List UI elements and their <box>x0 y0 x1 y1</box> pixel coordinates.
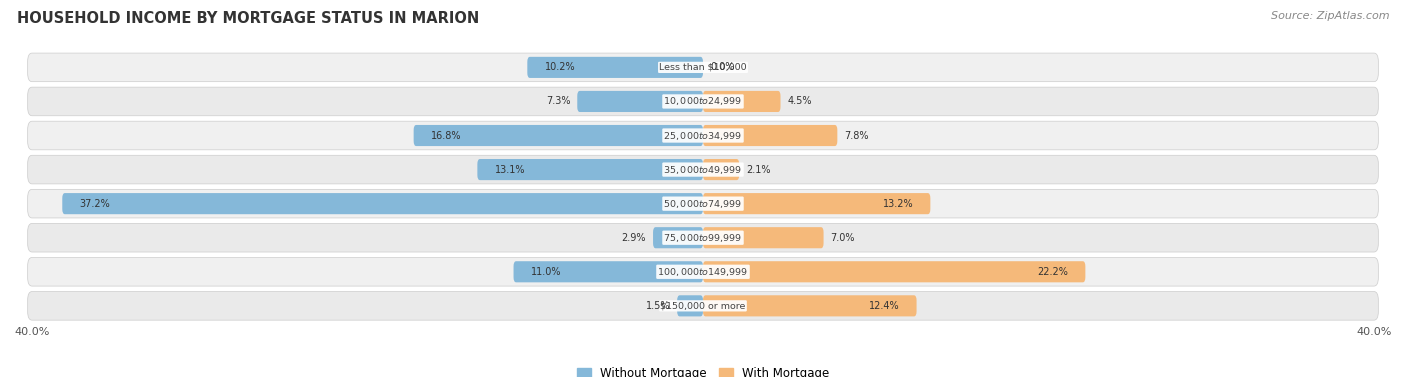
Text: $50,000 to $74,999: $50,000 to $74,999 <box>664 198 742 210</box>
Text: 37.2%: 37.2% <box>80 199 110 208</box>
FancyBboxPatch shape <box>703 295 917 316</box>
Text: $75,000 to $99,999: $75,000 to $99,999 <box>664 232 742 244</box>
Text: 7.3%: 7.3% <box>546 97 571 106</box>
Text: 7.0%: 7.0% <box>831 233 855 243</box>
Legend: Without Mortgage, With Mortgage: Without Mortgage, With Mortgage <box>572 362 834 377</box>
Text: $150,000 or more: $150,000 or more <box>661 301 745 310</box>
Text: $35,000 to $49,999: $35,000 to $49,999 <box>664 164 742 176</box>
FancyBboxPatch shape <box>703 193 931 214</box>
Text: 10.2%: 10.2% <box>544 62 575 72</box>
FancyBboxPatch shape <box>28 257 1378 286</box>
Text: 2.1%: 2.1% <box>747 165 770 175</box>
FancyBboxPatch shape <box>703 227 824 248</box>
Text: 4.5%: 4.5% <box>787 97 811 106</box>
FancyBboxPatch shape <box>703 261 1085 282</box>
Text: 12.4%: 12.4% <box>869 301 900 311</box>
Text: Source: ZipAtlas.com: Source: ZipAtlas.com <box>1271 11 1389 21</box>
FancyBboxPatch shape <box>703 125 838 146</box>
Text: 2.9%: 2.9% <box>621 233 647 243</box>
FancyBboxPatch shape <box>478 159 703 180</box>
Text: $10,000 to $24,999: $10,000 to $24,999 <box>664 95 742 107</box>
FancyBboxPatch shape <box>413 125 703 146</box>
Text: 40.0%: 40.0% <box>1357 327 1392 337</box>
FancyBboxPatch shape <box>62 193 703 214</box>
Text: HOUSEHOLD INCOME BY MORTGAGE STATUS IN MARION: HOUSEHOLD INCOME BY MORTGAGE STATUS IN M… <box>17 11 479 26</box>
Text: $25,000 to $34,999: $25,000 to $34,999 <box>664 130 742 141</box>
FancyBboxPatch shape <box>28 87 1378 116</box>
Text: 0.0%: 0.0% <box>710 62 734 72</box>
Text: 1.5%: 1.5% <box>645 301 671 311</box>
FancyBboxPatch shape <box>527 57 703 78</box>
FancyBboxPatch shape <box>28 291 1378 320</box>
FancyBboxPatch shape <box>678 295 703 316</box>
Text: 40.0%: 40.0% <box>14 327 49 337</box>
FancyBboxPatch shape <box>28 121 1378 150</box>
Text: 7.8%: 7.8% <box>844 130 869 141</box>
FancyBboxPatch shape <box>513 261 703 282</box>
Text: 11.0%: 11.0% <box>531 267 561 277</box>
Text: 16.8%: 16.8% <box>430 130 461 141</box>
Text: 22.2%: 22.2% <box>1038 267 1069 277</box>
Text: Less than $10,000: Less than $10,000 <box>659 63 747 72</box>
FancyBboxPatch shape <box>28 155 1378 184</box>
FancyBboxPatch shape <box>28 53 1378 82</box>
Text: 13.2%: 13.2% <box>883 199 912 208</box>
FancyBboxPatch shape <box>703 159 740 180</box>
FancyBboxPatch shape <box>28 224 1378 252</box>
Text: 13.1%: 13.1% <box>495 165 524 175</box>
FancyBboxPatch shape <box>703 91 780 112</box>
FancyBboxPatch shape <box>28 189 1378 218</box>
Text: $100,000 to $149,999: $100,000 to $149,999 <box>658 266 748 278</box>
FancyBboxPatch shape <box>578 91 703 112</box>
FancyBboxPatch shape <box>652 227 703 248</box>
